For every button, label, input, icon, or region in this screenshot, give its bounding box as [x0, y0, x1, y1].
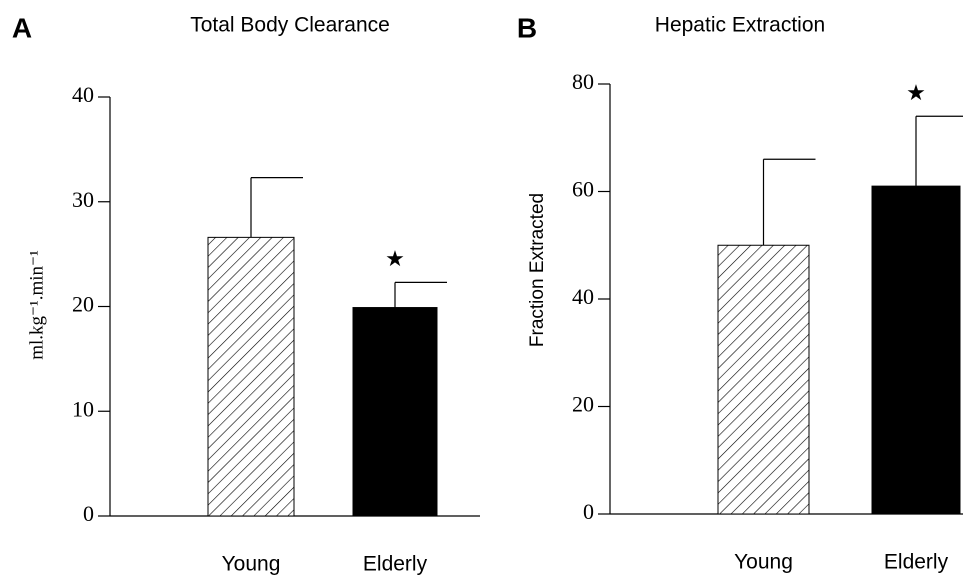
x-tick-label: Elderly [363, 553, 428, 576]
y-tick-label: 10 [72, 396, 94, 421]
y-tick-label: 20 [572, 392, 594, 417]
y-tick-label: 40 [572, 284, 594, 309]
bar [871, 185, 961, 515]
y-tick-label: 0 [583, 499, 594, 524]
x-tick-label: Elderly [884, 551, 949, 574]
x-tick-label: Young [734, 551, 793, 574]
y-axis-label: ml.kg⁻¹.min⁻¹ [26, 250, 47, 360]
panel-label: A [12, 12, 32, 43]
panel-label: B [517, 12, 537, 43]
chart-title: Total Body Clearance [190, 14, 390, 37]
y-tick-label: 40 [72, 82, 94, 107]
bar [207, 236, 295, 517]
y-tick-label: 60 [572, 177, 594, 202]
x-tick-label: Young [222, 553, 281, 576]
y-axis-label: Fraction Extracted [527, 193, 548, 347]
bar [717, 244, 810, 515]
annotation: ★ [906, 80, 926, 105]
annotation: ★ [385, 246, 405, 271]
y-tick-label: 30 [72, 187, 94, 212]
y-tick-label: 20 [72, 292, 94, 317]
y-tick-label: 0 [83, 501, 94, 526]
y-tick-label: 80 [572, 69, 594, 94]
bar [352, 307, 438, 517]
chart-title: Hepatic Extraction [655, 14, 825, 37]
